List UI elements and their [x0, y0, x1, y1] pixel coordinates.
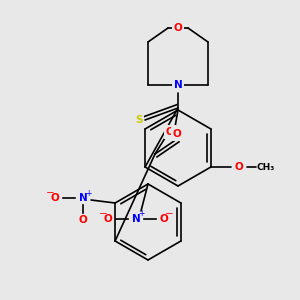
Text: O: O — [51, 193, 59, 203]
Text: O: O — [174, 23, 182, 33]
Text: +: + — [85, 188, 91, 197]
Text: CH₃: CH₃ — [257, 163, 275, 172]
Text: O: O — [172, 129, 182, 139]
Text: N: N — [174, 80, 182, 90]
Text: −: − — [46, 188, 55, 198]
Text: O: O — [160, 214, 168, 224]
Text: O: O — [103, 214, 112, 224]
Text: N: N — [79, 193, 88, 203]
Text: O: O — [166, 127, 174, 137]
Text: O: O — [235, 162, 243, 172]
Text: O: O — [79, 215, 88, 225]
Text: +: + — [138, 209, 144, 218]
Text: −: − — [99, 209, 107, 219]
Text: S: S — [135, 115, 143, 125]
Text: N: N — [132, 214, 140, 224]
Text: −: − — [165, 209, 173, 219]
